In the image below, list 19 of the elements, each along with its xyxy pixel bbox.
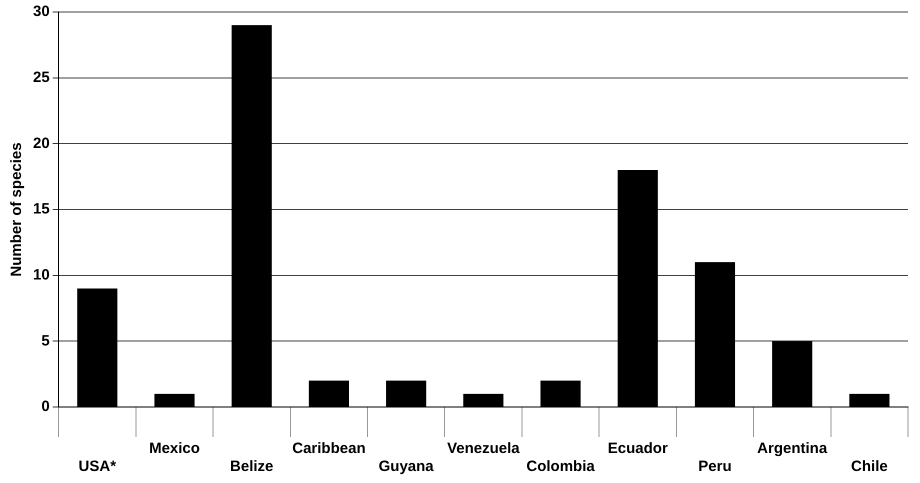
x-tick-label: Belize [230, 458, 274, 476]
x-tick-label: Chile [851, 458, 888, 476]
y-tick-label: 20 [32, 134, 50, 152]
x-tick-label: Venezuela [447, 440, 520, 458]
y-axis-title: Number of species [8, 142, 26, 277]
x-tick-label: Argentina [757, 440, 828, 458]
y-tick-label: 30 [32, 3, 50, 20]
y-tick-label: 0 [41, 398, 50, 416]
y-tick-label: 15 [32, 200, 50, 218]
y-tick-label: 10 [32, 266, 50, 284]
x-tick-label: Mexico [149, 440, 200, 458]
y-tick-label: 5 [41, 332, 50, 350]
x-tick-label: USA* [78, 458, 116, 476]
x-tick-label: Caribbean [292, 440, 366, 458]
x-tick-label: Guyana [378, 458, 434, 476]
x-tick-label: Peru [698, 458, 732, 476]
x-tick-label: Colombia [526, 458, 596, 476]
x-tick-label: Ecuador [608, 440, 668, 458]
y-tick-label: 25 [32, 68, 50, 86]
